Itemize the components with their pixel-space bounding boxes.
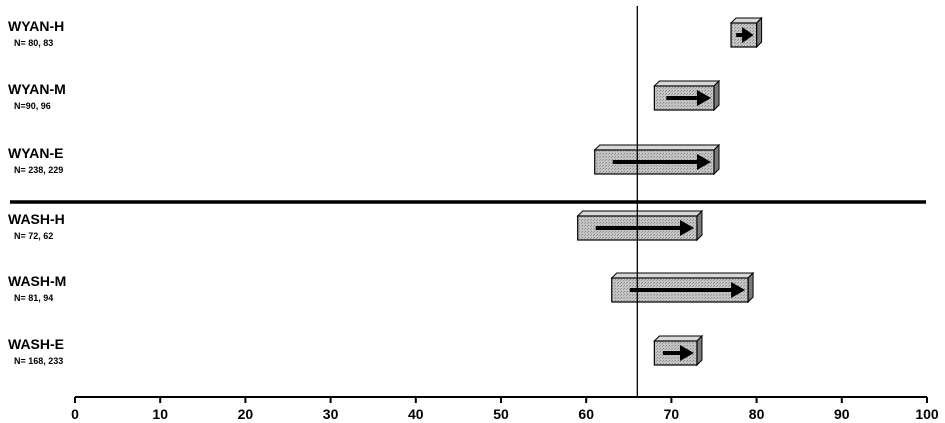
row-n: N=90, 96 — [14, 101, 51, 111]
x-tick-label: 30 — [323, 406, 339, 422]
row-label: WASH-M — [8, 273, 66, 289]
bar-wyan-m — [653, 79, 721, 112]
x-tick-label: 90 — [834, 406, 850, 422]
x-tick-label: 70 — [664, 406, 680, 422]
bar-wash-m — [610, 271, 755, 304]
bar-side — [713, 143, 720, 176]
bar-arrow-head — [697, 90, 711, 106]
x-tick-label: 50 — [493, 406, 509, 422]
bar-top — [653, 335, 704, 342]
plot-area — [10, 6, 926, 397]
x-tick-label: 60 — [578, 406, 594, 422]
row-n: N= 72, 62 — [14, 231, 53, 241]
bar-side — [747, 271, 754, 304]
x-tick-label: 100 — [915, 406, 939, 422]
bar-arrow-head — [731, 282, 746, 298]
bar-top — [653, 80, 721, 87]
bar-side — [756, 16, 763, 49]
row-n: N= 81, 94 — [14, 293, 53, 303]
row-n: N= 168, 233 — [14, 356, 63, 366]
row-label: WASH-E — [8, 336, 64, 352]
bar-arrow-head — [742, 27, 754, 43]
bar-side — [696, 334, 703, 367]
bar-wash-e — [653, 334, 704, 367]
bar-arrow-head — [697, 154, 711, 170]
row-n: N= 238, 229 — [14, 165, 63, 175]
bar-arrow-head — [679, 220, 694, 236]
row-label: WYAN-E — [8, 145, 64, 161]
bar-wash-h — [576, 209, 704, 242]
x-tick-label: 80 — [749, 406, 765, 422]
x-axis: 0 10 20 30 40 50 60 70 80 90 100 — [71, 396, 939, 422]
row-labels: WYAN-H N= 80, 83 WYAN-M N=90, 96 WYAN-E N= 23… — [8, 18, 66, 366]
row-label: WYAN-M — [8, 81, 66, 97]
bar-wyan-h — [729, 16, 763, 49]
bar-top — [610, 272, 755, 279]
x-tick-label: 40 — [408, 406, 424, 422]
row-label: WASH-H — [8, 211, 65, 227]
bar-side — [713, 79, 720, 112]
x-tick-label: 0 — [71, 406, 79, 422]
x-tick-label: 10 — [152, 406, 168, 422]
row-n: N= 80, 83 — [14, 38, 53, 48]
bar-top — [593, 144, 721, 151]
bar-wyan-e — [593, 143, 721, 176]
bar-top — [576, 210, 704, 217]
bar-side — [696, 209, 703, 242]
bar-arrow-head — [679, 345, 694, 361]
row-label: WYAN-H — [8, 18, 64, 34]
x-tick-label: 20 — [238, 406, 254, 422]
